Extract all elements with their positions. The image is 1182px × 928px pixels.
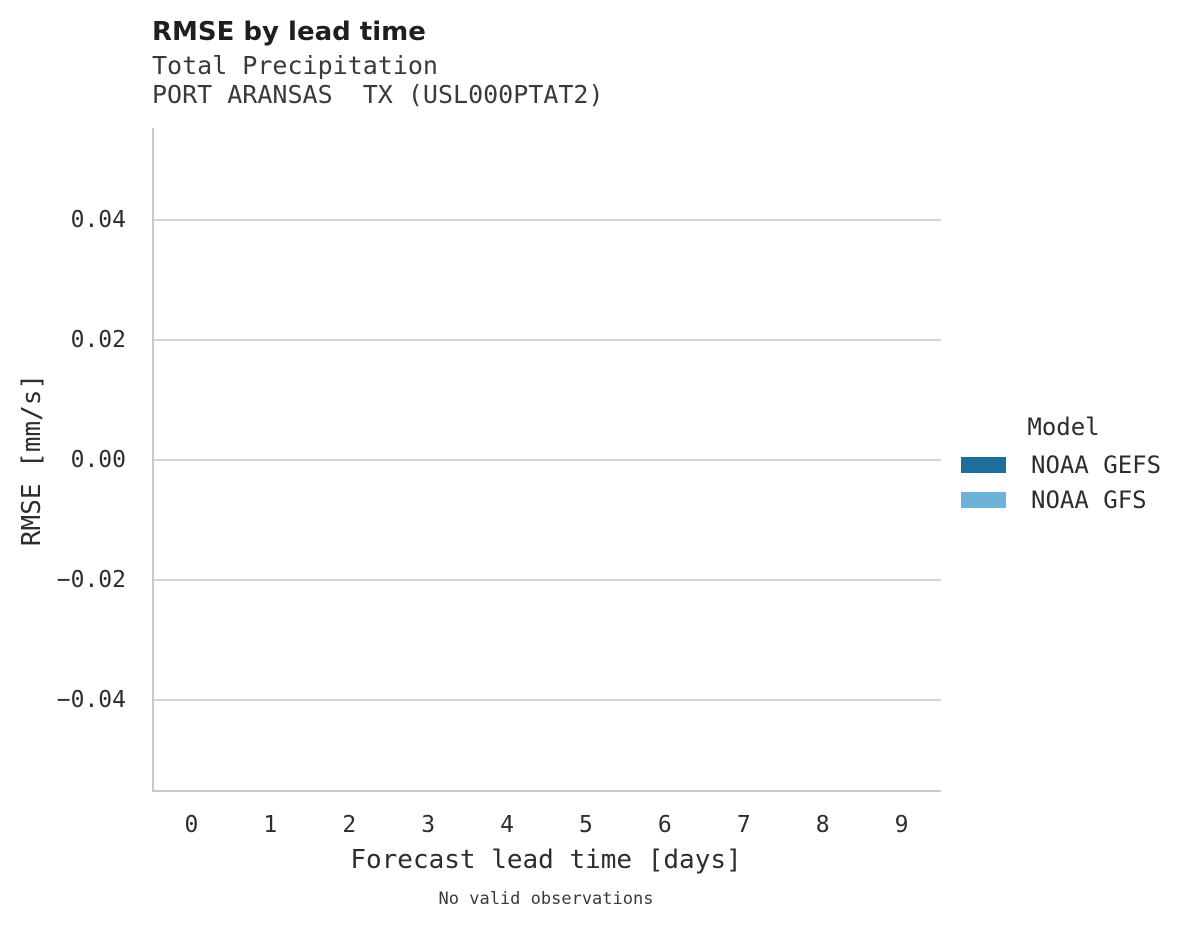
y-tick-label: 0.02 (70, 326, 126, 353)
plot-area (152, 128, 941, 792)
x-tick-label: 9 (894, 812, 909, 838)
x-tick-label: 0 (184, 812, 199, 838)
legend-entry: NOAA GEFS (961, 453, 1166, 477)
x-tick-label: 5 (579, 812, 593, 838)
x-tick-label: 4 (500, 812, 514, 838)
chart-subtitle-variable: Total Precipitation (152, 51, 438, 80)
gridline-y-−0.02 (154, 579, 941, 582)
gridline-y-0.00 (154, 459, 941, 461)
legend-entries: NOAA GEFS NOAA GFS (961, 453, 1166, 512)
y-tick-label: 0.00 (70, 447, 126, 473)
gridline-y-−0.04 (154, 699, 941, 702)
x-axis-tick-labels: 0 1 2 3 4 5 6 7 8 9 (152, 811, 941, 841)
x-tick-label: 6 (657, 812, 672, 838)
legend-label: NOAA GFS (1031, 486, 1147, 514)
y-tick-label: −0.04 (56, 687, 126, 714)
y-tick-label: 0.04 (70, 206, 126, 233)
x-tick-label: 3 (421, 812, 436, 838)
y-axis-tick-labels: 0.04 0.02 0.00 −0.02 −0.04 (0, 128, 126, 792)
x-tick-label: 7 (736, 812, 751, 838)
gridline-y-0.02 (154, 338, 941, 341)
x-tick-label: 8 (815, 812, 830, 838)
legend-title: Model (1027, 413, 1100, 441)
x-tick-label: 1 (263, 812, 278, 838)
x-tick-label: 2 (342, 812, 357, 838)
legend: Model NOAA GEFS NOAA GFS (961, 413, 1166, 512)
x-axis-title: Forecast lead time [days] (350, 845, 742, 875)
legend-entry: NOAA GFS (961, 488, 1166, 512)
legend-swatch-icon (961, 457, 1006, 473)
gridline-y-0.04 (154, 218, 941, 221)
y-tick-label: −0.02 (56, 567, 126, 594)
footer-note: No valid observations (438, 889, 654, 909)
chart-title: RMSE by lead time (152, 17, 426, 47)
legend-swatch-icon (961, 492, 1006, 508)
chart-subtitle-station: PORT ARANSAS TX (USL000PTAT2) (152, 80, 604, 109)
legend-label: NOAA GEFS (1031, 451, 1162, 479)
